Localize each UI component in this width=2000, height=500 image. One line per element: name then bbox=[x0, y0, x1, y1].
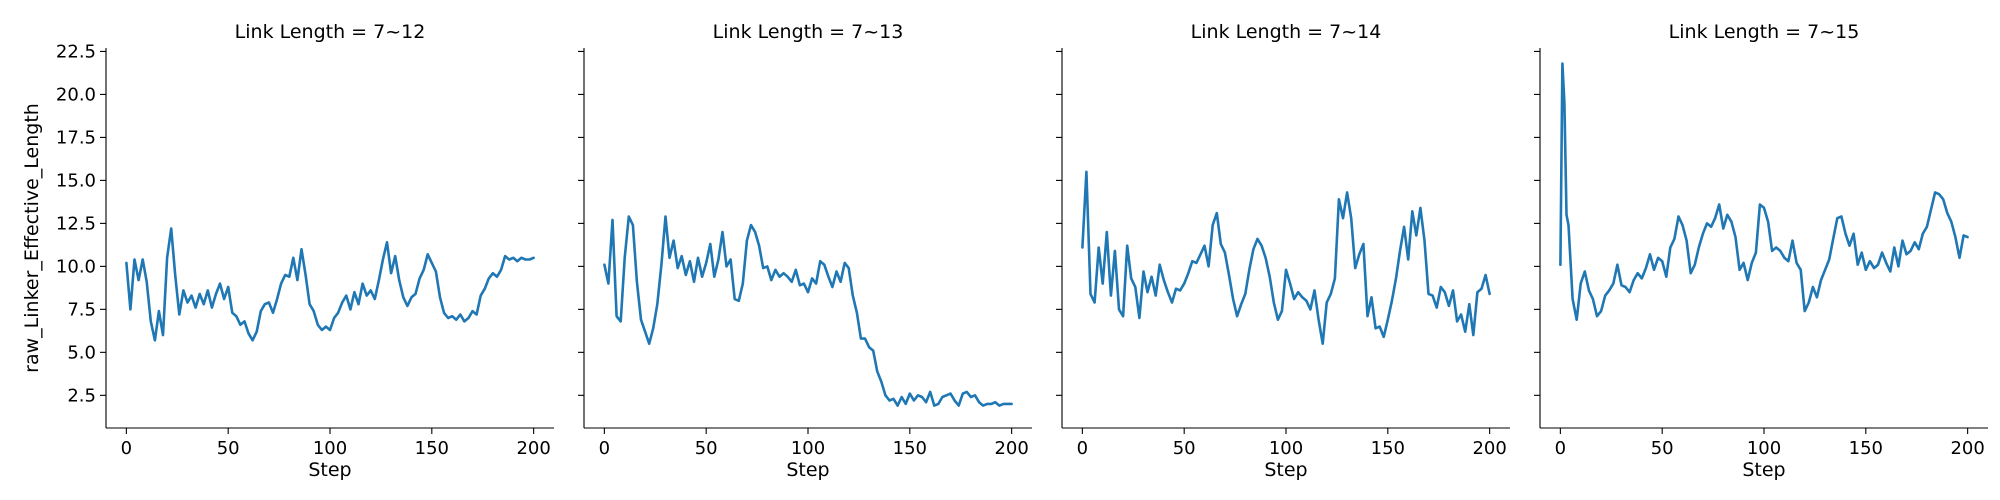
x-tick-label: 100 bbox=[1747, 438, 1781, 459]
panel-title-4: Link Length = 7~15 bbox=[1669, 21, 1860, 43]
series-line-panel-4 bbox=[1559, 62, 1969, 322]
y-tick-label: 17.5 bbox=[56, 127, 96, 148]
y-axis-label: raw_Linker_Effective_Length bbox=[21, 103, 43, 373]
x-tick-label: 200 bbox=[994, 438, 1028, 459]
y-tick-label: 12.5 bbox=[56, 213, 96, 234]
series-line-panel-3 bbox=[1081, 170, 1491, 346]
x-tick-label: 200 bbox=[1950, 438, 1984, 459]
series-line-panel-1 bbox=[125, 227, 535, 342]
x-tick-label: 100 bbox=[313, 438, 347, 459]
x-axis-label: Step bbox=[1264, 459, 1307, 481]
x-axis-label: Step bbox=[1742, 459, 1785, 481]
x-tick-label: 0 bbox=[1077, 438, 1088, 459]
x-tick-label: 200 bbox=[1472, 438, 1506, 459]
x-tick-label: 0 bbox=[121, 438, 132, 459]
x-tick-label: 0 bbox=[599, 438, 610, 459]
x-tick-label: 200 bbox=[516, 438, 550, 459]
y-tick-label: 7.5 bbox=[67, 299, 96, 320]
x-tick-label: 100 bbox=[1269, 438, 1303, 459]
x-tick-label: 50 bbox=[217, 438, 240, 459]
x-tick-label: 150 bbox=[415, 438, 449, 459]
x-axis-label: Step bbox=[786, 459, 829, 481]
y-tick-label: 5.0 bbox=[67, 342, 96, 363]
x-tick-label: 150 bbox=[893, 438, 927, 459]
series-line-panel-2 bbox=[603, 215, 1013, 407]
panel-title-1: Link Length = 7~12 bbox=[235, 21, 426, 43]
x-tick-label: 50 bbox=[1651, 438, 1674, 459]
x-tick-label: 0 bbox=[1555, 438, 1566, 459]
x-tick-label: 100 bbox=[791, 438, 825, 459]
y-tick-label: 22.5 bbox=[56, 41, 96, 62]
x-tick-label: 150 bbox=[1849, 438, 1883, 459]
x-tick-label: 50 bbox=[695, 438, 718, 459]
x-axis-label: Step bbox=[308, 459, 351, 481]
y-tick-label: 10.0 bbox=[56, 256, 96, 277]
x-tick-label: 50 bbox=[1173, 438, 1196, 459]
x-tick-label: 150 bbox=[1371, 438, 1405, 459]
panel-title-2: Link Length = 7~13 bbox=[713, 21, 904, 43]
panel-title-3: Link Length = 7~14 bbox=[1191, 21, 1382, 43]
y-tick-label: 15.0 bbox=[56, 170, 96, 191]
y-tick-label: 20.0 bbox=[56, 84, 96, 105]
y-tick-label: 2.5 bbox=[67, 385, 96, 406]
